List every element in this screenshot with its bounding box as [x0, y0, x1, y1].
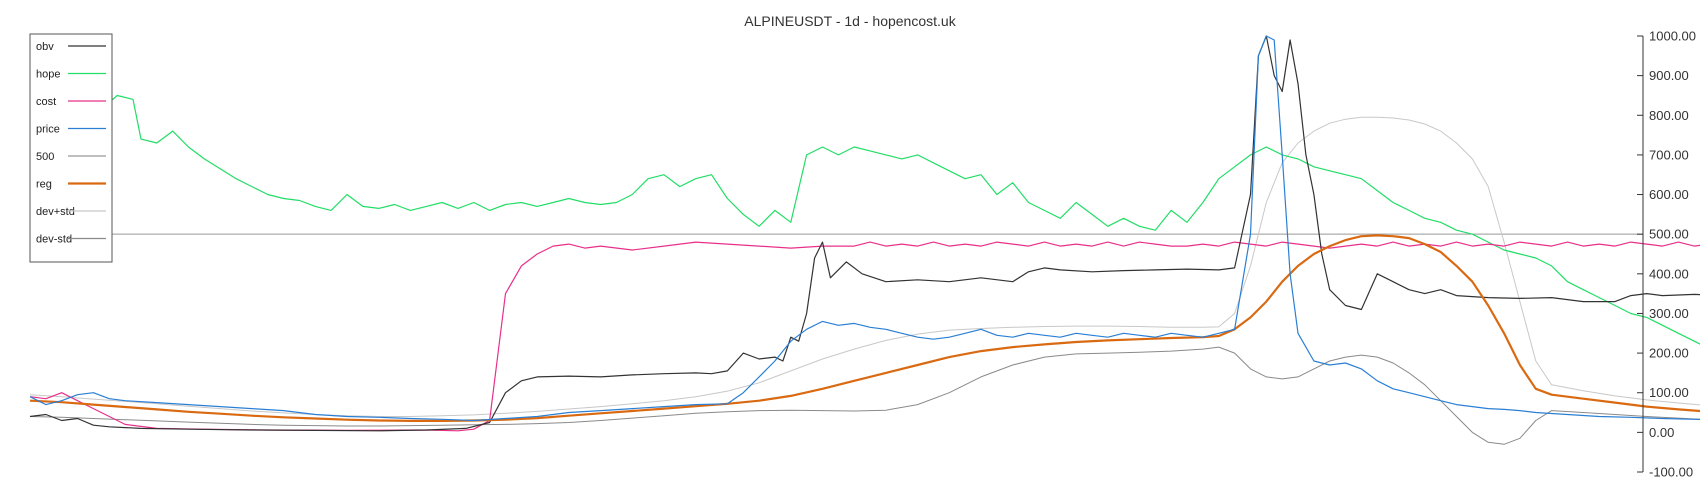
legend-label: 500: [36, 151, 54, 163]
y-tick-label: 300.00: [1649, 306, 1689, 321]
series-line-dev-std: [29, 116, 1700, 417]
legend: obv hope cost price 500 reg dev+std dev-std: [29, 33, 113, 263]
series-line-price: [29, 35, 1700, 422]
legend-label: obv: [36, 41, 54, 53]
y-tick-label: -100.00: [1649, 465, 1693, 480]
y-tick-label: 700.00: [1649, 147, 1689, 162]
legend-label: dev+std: [36, 206, 75, 218]
y-tick-label: 1000.00: [1649, 29, 1696, 44]
chart-title: ALPINEUSDT - 1d - hopencost.uk: [744, 13, 956, 29]
legend-label: hope: [36, 69, 60, 81]
y-tick-label: 500.00: [1649, 227, 1689, 242]
y-tick-label: 800.00: [1649, 108, 1689, 123]
y-tick-label: 100.00: [1649, 385, 1689, 400]
y-axis: 1000.00 900.00 800.00 700.00 600.00 500.00 400…: [1637, 29, 1696, 480]
legend-label: price: [36, 124, 60, 136]
y-tick-label: 600.00: [1649, 187, 1689, 202]
series-line-reg: [29, 234, 1700, 422]
y-tick-label: 900.00: [1649, 68, 1689, 83]
legend-label: reg: [36, 179, 52, 191]
series-line-cost: [29, 241, 1700, 432]
series-line-hope: [29, 83, 1700, 345]
legend-frame: [29, 33, 113, 263]
plot-area: [29, 35, 1700, 445]
legend-label: dev-std: [36, 234, 72, 246]
series-line-obv: [29, 35, 1700, 432]
y-tick-label: 400.00: [1649, 266, 1689, 281]
y-tick-label: 0.00: [1649, 425, 1674, 440]
y-tick-label: 200.00: [1649, 346, 1689, 361]
legend-label: cost: [36, 96, 56, 108]
